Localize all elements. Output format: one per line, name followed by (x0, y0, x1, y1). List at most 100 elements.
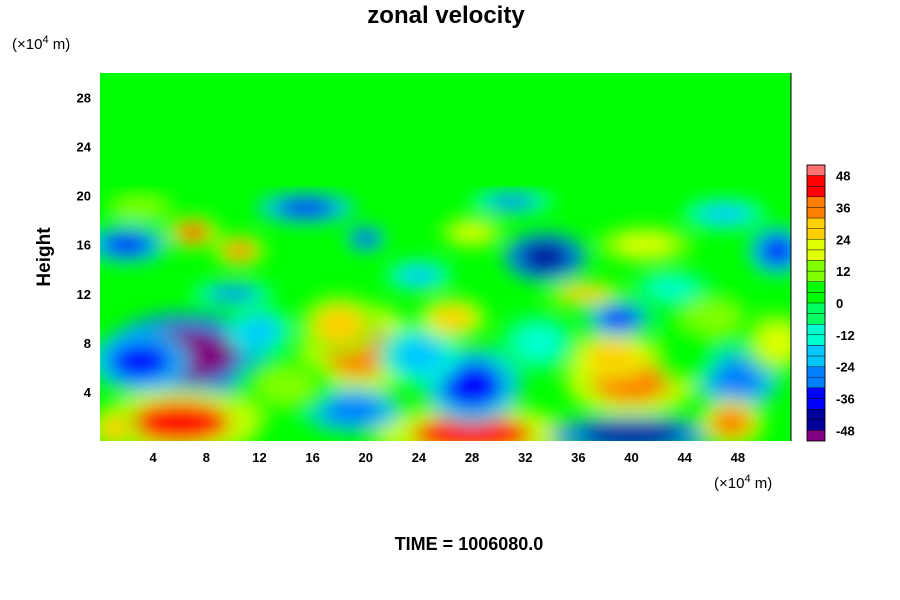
colorbar-segment (806, 366, 826, 378)
x-tick-label: 44 (677, 450, 692, 465)
y-axis-title: Height (34, 227, 55, 287)
x-tick-label: 12 (252, 450, 266, 465)
field-feature (614, 233, 675, 256)
x-tick-label: 36 (571, 450, 585, 465)
colorbar-segment (806, 408, 826, 420)
colorbar-segment (806, 207, 826, 219)
field-feature (101, 233, 152, 256)
field-feature (224, 241, 255, 261)
upper-layer (100, 73, 791, 184)
colorbar-tick-label: 0 (836, 296, 843, 311)
colorbar-segment (806, 217, 826, 229)
y-tick-label: 4 (84, 385, 92, 400)
field-feature (699, 204, 750, 224)
colorbar-segment (806, 377, 826, 389)
field-feature (432, 306, 473, 331)
colorbar-segment (806, 175, 826, 187)
upper-layer-boundary (100, 180, 791, 187)
colorbar-tick-label: -12 (836, 328, 855, 343)
field-feature (109, 342, 170, 380)
y-tick-label: 28 (77, 91, 91, 106)
field-feature (513, 324, 564, 362)
field-feature (452, 223, 493, 242)
colorbar-segment (806, 239, 826, 251)
field-feature (239, 316, 280, 345)
field-feature (276, 198, 336, 218)
colorbar-segment (806, 228, 826, 240)
x-tick-label: 40 (624, 450, 638, 465)
colorbar-segment (806, 281, 826, 293)
colorbar-segment (806, 430, 826, 442)
velocity-field (100, 189, 791, 441)
y-unit-suffix: m) (49, 36, 71, 53)
plot-area (100, 73, 792, 441)
field-feature (560, 285, 610, 303)
time-label: TIME = 1006080.0 (395, 534, 544, 554)
colorbar-segment (806, 387, 826, 399)
field-feature (664, 336, 705, 374)
x-tick-label: 8 (203, 450, 210, 465)
colorbar-segment (806, 345, 826, 357)
x-unit-label: (×104 m) (714, 473, 772, 492)
x-tick-label: 20 (359, 450, 373, 465)
y-unit-exponent: 4 (42, 34, 48, 46)
field-feature (207, 286, 258, 302)
y-tick-label: 12 (77, 287, 91, 302)
y-tick-label: 16 (77, 238, 91, 253)
x-tick-label: 16 (305, 450, 319, 465)
colorbar-segment (806, 302, 826, 314)
field-feature (398, 266, 439, 285)
colorbar-tick-label: 36 (836, 200, 850, 215)
colorbar-segment (806, 334, 826, 346)
field-feature (412, 416, 532, 441)
y-tick-labels: 4 8 12 16 20 24 28 (77, 91, 92, 400)
colorbar-segment (806, 196, 826, 208)
field-feature (711, 407, 752, 438)
colorbar-tick-label: 12 (836, 264, 850, 279)
field-feature (256, 367, 316, 405)
colorbar-segment (806, 419, 826, 431)
colorbar-segment (806, 186, 826, 198)
colorbar-segment (806, 270, 826, 282)
x-unit-prefix: (×10 (714, 475, 744, 492)
field-feature (353, 231, 378, 246)
field-feature (712, 361, 763, 399)
field-feature (759, 236, 791, 266)
x-unit-suffix: m) (751, 475, 773, 492)
colorbar-tick-label: 48 (836, 169, 850, 184)
field-feature (177, 223, 209, 242)
field-feature (586, 341, 637, 369)
colorbar-tick-label: 24 (836, 232, 851, 247)
chart-title: zonal velocity (367, 2, 525, 29)
field-feature (520, 242, 571, 272)
colorbar (806, 164, 826, 442)
x-tick-label: 4 (150, 450, 158, 465)
colorbar-segment (806, 313, 826, 325)
colorbar-segment (806, 164, 826, 176)
colorbar-segment (806, 260, 826, 272)
field-feature (442, 362, 502, 409)
field-feature (394, 336, 444, 374)
x-tick-label: 28 (465, 450, 479, 465)
field-feature (119, 198, 160, 218)
x-tick-label: 24 (412, 450, 427, 465)
svg-text:(×104 m): (×104 m) (714, 473, 772, 492)
field-feature (129, 402, 230, 441)
colorbar-tick-label: -48 (836, 423, 855, 438)
y-unit-label: (×104 m) (12, 34, 70, 53)
colorbar-segment (806, 355, 826, 367)
field-feature (581, 423, 682, 441)
field-feature (598, 307, 639, 330)
y-tick-label: 8 (84, 336, 91, 351)
field-feature (322, 396, 383, 425)
colorbar-segment (806, 249, 826, 261)
y-tick-label: 24 (77, 140, 92, 155)
colorbar-segment (806, 398, 826, 410)
colorbar-segment (806, 324, 826, 336)
x-tick-label: 48 (731, 450, 745, 465)
y-unit-prefix: (×10 (12, 36, 42, 53)
colorbar-segment (806, 292, 826, 304)
x-unit-exponent: 4 (744, 473, 750, 485)
field-feature (100, 414, 129, 441)
field-feature (314, 306, 365, 343)
